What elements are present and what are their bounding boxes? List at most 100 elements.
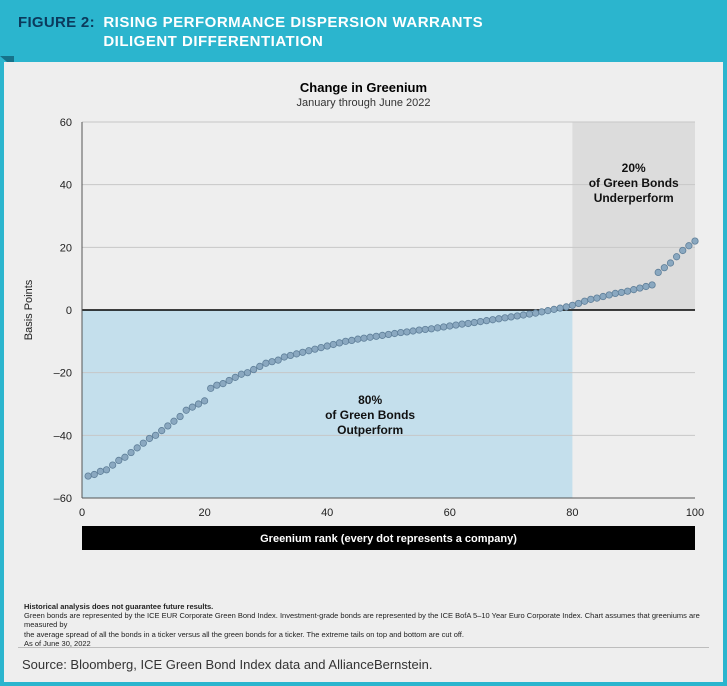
ytick-label: –40 [54, 430, 72, 442]
data-point [563, 303, 569, 309]
data-point [134, 444, 140, 450]
data-point [201, 397, 207, 403]
ytick-label: 20 [60, 242, 72, 254]
data-point [532, 309, 538, 315]
disclaimer-block: Historical analysis does not guarantee f… [4, 598, 723, 649]
data-point [588, 296, 594, 302]
data-point [551, 306, 557, 312]
data-point [404, 328, 410, 334]
data-point [269, 358, 275, 364]
data-point [624, 288, 630, 294]
data-point [490, 316, 496, 322]
outperform-label: Outperform [337, 423, 403, 437]
disclaimer-bold: Historical analysis does not guarantee f… [24, 602, 703, 611]
data-point [686, 242, 692, 248]
xtick-label: 80 [566, 507, 578, 519]
y-axis-label: Basis Points [23, 279, 35, 340]
data-point [275, 356, 281, 362]
data-point [208, 385, 214, 391]
data-point [85, 472, 91, 478]
data-point [232, 374, 238, 380]
data-point [355, 335, 361, 341]
underperform-label: Underperform [594, 191, 674, 205]
figure-container: FIGURE 2: RISING PERFORMANCE DISPERSION … [0, 0, 727, 686]
data-point [606, 291, 612, 297]
data-point [545, 307, 551, 313]
ytick-label: 0 [66, 305, 72, 317]
data-point [318, 344, 324, 350]
data-point [361, 335, 367, 341]
ytick-label: 60 [60, 117, 72, 129]
data-point [336, 339, 342, 345]
data-point [349, 337, 355, 343]
data-point [342, 338, 348, 344]
data-point [655, 269, 661, 275]
data-point [214, 382, 220, 388]
chart-area: Change in Greenium January through June … [4, 62, 723, 598]
data-point [631, 286, 637, 292]
data-point [575, 300, 581, 306]
data-point [103, 466, 109, 472]
disclaimer-line1: Green bonds are represented by the ICE E… [24, 611, 703, 630]
data-point [520, 311, 526, 317]
outperform-label: 80% [358, 393, 382, 407]
divider [18, 647, 709, 648]
data-point [667, 259, 673, 265]
data-point [116, 457, 122, 463]
data-point [483, 317, 489, 323]
data-point [379, 332, 385, 338]
data-point [428, 325, 434, 331]
data-point [263, 360, 269, 366]
figure-number: FIGURE 2: [18, 14, 95, 31]
data-point [324, 342, 330, 348]
data-point [477, 318, 483, 324]
xtick-label: 40 [321, 507, 333, 519]
source-text: Source: Bloomberg, ICE Green Bond Index … [22, 657, 432, 672]
data-point [391, 330, 397, 336]
data-point [177, 413, 183, 419]
data-point [569, 302, 575, 308]
underperform-label: 20% [622, 161, 646, 175]
x-axis-label: Greenium rank (every dot represents a co… [260, 533, 517, 545]
data-point [465, 320, 471, 326]
underperform-region [572, 122, 695, 310]
data-point [146, 435, 152, 441]
data-point [416, 326, 422, 332]
figure-title: RISING PERFORMANCE DISPERSION WARRANTS D… [103, 14, 483, 52]
ytick-label: –60 [54, 493, 72, 505]
data-point [508, 313, 514, 319]
data-point [496, 315, 502, 321]
data-point [649, 281, 655, 287]
xtick-label: 0 [79, 507, 85, 519]
figure-title-line1: RISING PERFORMANCE DISPERSION WARRANTS [103, 14, 483, 31]
data-point [526, 310, 532, 316]
data-point [140, 439, 146, 445]
data-point [91, 471, 97, 477]
data-point [643, 283, 649, 289]
data-point [220, 380, 226, 386]
data-point [293, 350, 299, 356]
figure-title-line2: DILIGENT DIFFERENTIATION [103, 33, 323, 50]
data-point [594, 294, 600, 300]
data-point [514, 312, 520, 318]
data-point [373, 333, 379, 339]
xtick-label: 20 [198, 507, 210, 519]
data-point [128, 449, 134, 455]
data-point [385, 331, 391, 337]
data-point [618, 289, 624, 295]
data-point [600, 293, 606, 299]
data-point [250, 366, 256, 372]
data-point [453, 321, 459, 327]
data-point [398, 329, 404, 335]
outperform-label: of Green Bonds [325, 408, 415, 422]
scatter-plot: –60–40–200204060020406080100Basis Points… [4, 62, 723, 598]
disclaimer-line2: the average spread of all the bonds in a… [24, 630, 703, 639]
data-point [287, 352, 293, 358]
data-point [306, 347, 312, 353]
figure-header: FIGURE 2: RISING PERFORMANCE DISPERSION … [4, 4, 723, 62]
data-point [109, 461, 115, 467]
data-point [434, 324, 440, 330]
data-point [97, 468, 103, 474]
data-point [330, 341, 336, 347]
data-point [158, 427, 164, 433]
